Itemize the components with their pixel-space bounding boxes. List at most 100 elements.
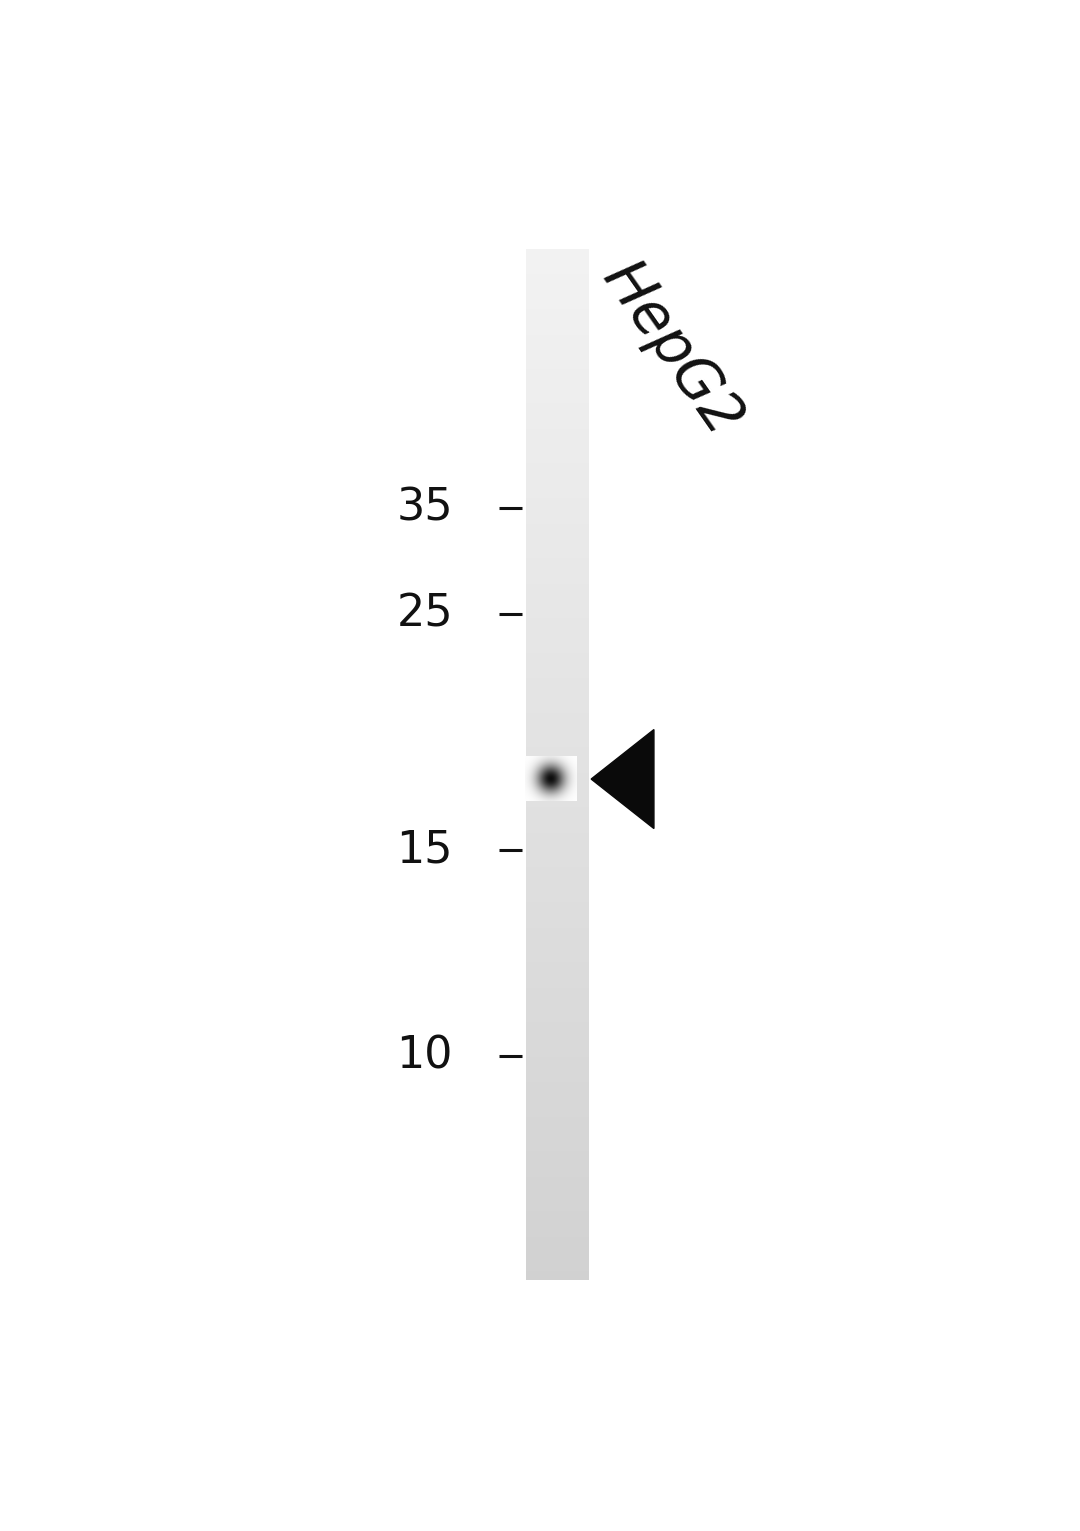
Bar <box>526 1099 589 1108</box>
Bar <box>526 764 589 773</box>
Bar <box>526 1082 589 1092</box>
Bar <box>526 514 589 524</box>
Bar <box>526 583 589 592</box>
Bar <box>526 747 589 756</box>
Bar <box>526 446 589 455</box>
Bar <box>526 498 589 507</box>
Bar <box>526 645 589 652</box>
Bar <box>526 1004 589 1014</box>
Bar <box>526 490 589 498</box>
Bar <box>526 464 589 472</box>
Bar <box>526 1228 589 1237</box>
Bar <box>526 987 589 997</box>
Bar <box>526 438 589 446</box>
Bar <box>526 842 589 850</box>
Bar <box>526 1066 589 1073</box>
Bar <box>526 395 589 403</box>
Bar <box>526 1194 589 1203</box>
Bar <box>526 1271 589 1280</box>
Bar <box>526 1246 589 1254</box>
Bar <box>526 626 589 635</box>
Bar <box>526 317 589 326</box>
Bar <box>526 386 589 395</box>
Bar <box>526 1220 589 1228</box>
Bar <box>526 980 589 987</box>
Bar <box>526 266 589 274</box>
Bar <box>526 326 589 334</box>
Bar <box>526 1049 589 1056</box>
Bar <box>526 1092 589 1099</box>
Text: 15: 15 <box>396 828 454 871</box>
Bar <box>526 1185 589 1194</box>
Bar <box>526 592 589 602</box>
Bar <box>526 954 589 961</box>
Bar <box>526 566 589 576</box>
Bar <box>526 609 589 619</box>
Bar <box>526 1177 589 1185</box>
Bar <box>526 971 589 980</box>
Text: 35: 35 <box>396 487 454 530</box>
Bar <box>526 602 589 609</box>
Bar <box>526 619 589 626</box>
Bar <box>526 248 589 257</box>
Bar <box>526 1030 589 1040</box>
Bar <box>526 550 589 557</box>
Bar <box>526 421 589 429</box>
Bar <box>526 1040 589 1049</box>
Bar <box>526 455 589 464</box>
Bar <box>526 997 589 1004</box>
Bar <box>526 911 589 919</box>
Bar <box>526 360 589 369</box>
Bar <box>526 721 589 730</box>
Bar <box>526 1116 589 1125</box>
Bar <box>526 576 589 583</box>
Bar <box>526 730 589 738</box>
Bar <box>526 1014 589 1023</box>
Bar <box>526 635 589 645</box>
Bar <box>526 343 589 352</box>
Bar <box>526 257 589 266</box>
Bar <box>526 1108 589 1116</box>
Bar <box>526 1263 589 1271</box>
Bar <box>526 773 589 781</box>
Bar <box>526 1073 589 1082</box>
Bar <box>526 807 589 816</box>
Bar <box>526 412 589 421</box>
Bar <box>526 533 589 540</box>
Bar <box>526 334 589 343</box>
Bar <box>526 678 589 687</box>
Bar <box>526 652 589 661</box>
Bar <box>526 1056 589 1066</box>
Bar <box>526 352 589 360</box>
Bar <box>526 738 589 747</box>
Bar <box>526 885 589 893</box>
Bar <box>526 833 589 842</box>
Bar <box>526 300 589 309</box>
Bar <box>526 695 589 704</box>
Bar <box>526 557 589 566</box>
Bar <box>526 1151 589 1159</box>
Bar <box>526 756 589 764</box>
Bar <box>526 919 589 928</box>
Bar <box>526 781 589 790</box>
Bar <box>526 524 589 533</box>
Bar <box>526 704 589 713</box>
Bar <box>526 472 589 481</box>
Bar <box>526 1023 589 1030</box>
Bar <box>526 902 589 911</box>
Bar <box>526 274 589 283</box>
Bar <box>526 713 589 721</box>
Bar <box>526 1237 589 1246</box>
Bar <box>526 928 589 937</box>
Text: 10: 10 <box>396 1035 454 1078</box>
Bar <box>526 868 589 876</box>
Bar <box>526 1254 589 1263</box>
Bar <box>526 378 589 386</box>
Bar <box>526 961 589 971</box>
Bar <box>526 661 589 669</box>
Bar <box>526 1134 589 1142</box>
Bar <box>526 429 589 438</box>
Bar <box>526 876 589 885</box>
Bar <box>526 309 589 317</box>
Bar <box>526 799 589 807</box>
